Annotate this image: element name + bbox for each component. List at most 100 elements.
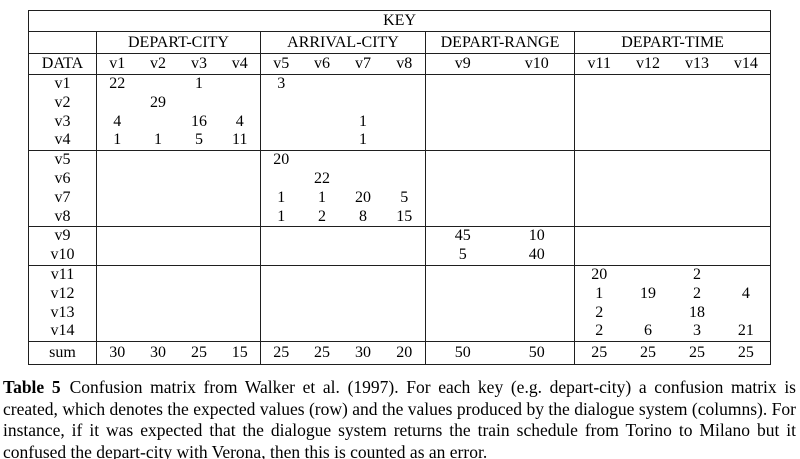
- matrix-cell-v3-v4: 4: [235, 112, 244, 130]
- matrix-cell-v4-v3: 5: [195, 131, 203, 149]
- matrix-cell-empty: [138, 285, 179, 304]
- matrix-cell-empty: [137, 226, 179, 247]
- matrix-cell-empty: [179, 322, 220, 341]
- matrix-cell-empty: [138, 189, 179, 208]
- matrix-cell-empty: [96, 303, 138, 323]
- row-label-v6: v6: [54, 169, 71, 187]
- row-label-v14: v14: [50, 322, 75, 340]
- matrix-cell-empty: [722, 304, 771, 323]
- matrix-cell-empty: [301, 264, 343, 285]
- matrix-cell-empty: [96, 246, 138, 266]
- matrix-cell-v8-v8: 15: [396, 207, 413, 225]
- row-label-v9: v9: [28, 226, 97, 247]
- matrix-cell-empty: [96, 207, 138, 227]
- matrix-cell-empty: [672, 226, 722, 247]
- matrix-cell-empty: [343, 304, 384, 323]
- matrix-cell-empty: [500, 189, 575, 208]
- matrix-row-v11: v11 20 2: [28, 264, 771, 285]
- matrix-cell-empty: [722, 189, 771, 208]
- column-header-v10: v10: [499, 53, 575, 75]
- matrix-cell-empty: [673, 131, 722, 150]
- matrix-cell-empty: [574, 93, 624, 113]
- matrix-cell-v4-v2: 1: [154, 131, 162, 149]
- matrix-cell-v13-v13: 18: [689, 303, 705, 321]
- matrix-cell-sum-v13: 25: [672, 341, 722, 365]
- matrix-cell-empty: [624, 189, 673, 208]
- matrix-cell-empty: [138, 75, 179, 94]
- matrix-cell-sum-v10: 50: [499, 341, 575, 365]
- matrix-cell-v10-v9: 5: [425, 246, 500, 266]
- matrix-cell-empty: [574, 131, 624, 151]
- matrix-cell-empty: [96, 322, 138, 342]
- matrix-cell-v12-v13: 2: [693, 284, 701, 302]
- matrix-cell-empty: [179, 170, 220, 189]
- sum-row: sum 30 30 25 15 25 25 30 20 50 50 25 25 25 25: [28, 341, 771, 365]
- matrix-cell-v1-v5: 3: [260, 74, 302, 94]
- column-header-v14: v14: [721, 53, 771, 75]
- row-label-v5: v5: [28, 150, 97, 170]
- row-label-v11: v11: [28, 264, 97, 285]
- matrix-cell-empty: [722, 208, 771, 227]
- matrix-row-v14: v14 2 6 3 21: [29, 322, 771, 342]
- page: KEY DEPART-CITY ARRIVAL-CITY DEPART-RANG…: [0, 10, 800, 459]
- row-label-v12: v12: [50, 284, 75, 302]
- matrix-row-v1: v1 22 1 3: [29, 74, 771, 94]
- matrix-cell-v14-v13: 3: [693, 322, 701, 340]
- matrix-cell-empty: [302, 75, 343, 94]
- matrix-cell-v7-v6: 1: [318, 188, 326, 206]
- matrix-cell-empty: [179, 189, 220, 208]
- matrix-cell-v4-v4: 11: [232, 131, 248, 149]
- matrix-cell-v12-v12: 19: [640, 284, 656, 302]
- matrix-cell-empty: [301, 150, 343, 170]
- matrix-cell-empty: [178, 264, 220, 285]
- matrix-cell-empty: [343, 170, 384, 189]
- matrix-cell-empty: [220, 170, 261, 189]
- matrix-cell-empty: [138, 208, 179, 227]
- matrix-cell-empty: [260, 226, 302, 247]
- matrix-row-v4: v4 1 1 5 11 1: [29, 131, 771, 151]
- matrix-cell-empty: [260, 322, 302, 342]
- matrix-cell-empty: [179, 94, 220, 113]
- matrix-cell-empty: [500, 208, 575, 227]
- matrix-cell-empty: [500, 322, 575, 341]
- matrix-cell-empty: [425, 131, 500, 151]
- matrix-cell-empty: [500, 170, 575, 189]
- matrix-cell-empty: [179, 304, 220, 323]
- matrix-cell-empty: [384, 304, 426, 323]
- matrix-cell-empty: [96, 226, 138, 247]
- matrix-cell-sum-v1: 30: [96, 341, 138, 365]
- matrix-cell-empty: [301, 226, 343, 247]
- matrix-cell-empty: [574, 226, 624, 247]
- matrix-cell-empty: [722, 113, 771, 132]
- matrix-cell-empty: [673, 113, 722, 132]
- matrix-cell-empty: [574, 150, 624, 170]
- matrix-cell-empty: [624, 170, 673, 189]
- matrix-cell-empty: [219, 226, 261, 247]
- matrix-cell-empty: [383, 264, 426, 285]
- matrix-cell-empty: [500, 75, 575, 94]
- matrix-cell-empty: [673, 170, 722, 189]
- matrix-cell-empty: [219, 150, 261, 170]
- column-header-v3: v3: [178, 53, 220, 75]
- matrix-cell-v9-v10: 10: [499, 226, 575, 247]
- matrix-cell-empty: [179, 208, 220, 227]
- matrix-row-v12: v12 1 19 2 4: [29, 284, 771, 304]
- matrix-cell-empty: [302, 113, 343, 132]
- column-header-v13: v13: [672, 53, 722, 75]
- matrix-cell-empty: [220, 246, 261, 265]
- matrix-cell-empty: [673, 246, 722, 265]
- matrix-cell-v14-v14: 21: [737, 322, 754, 340]
- matrix-cell-v10-v10: 40: [528, 246, 545, 264]
- matrix-cell-empty: [384, 94, 426, 113]
- matrix-cell-v14-v12: 6: [644, 322, 652, 340]
- matrix-cell-v4-v1: 1: [96, 131, 138, 151]
- table-key-title: KEY: [28, 10, 771, 32]
- matrix-cell-empty: [722, 246, 771, 265]
- row-label-v3: v3: [54, 112, 71, 130]
- caption-text: Confusion matrix from Walker et al. (199…: [3, 377, 796, 459]
- matrix-cell-empty: [624, 94, 673, 113]
- matrix-cell-v1-v3: 1: [195, 75, 203, 92]
- matrix-cell-v8-v5: 1: [260, 207, 302, 227]
- matrix-cell-empty: [623, 150, 673, 170]
- matrix-cell-empty: [96, 150, 138, 170]
